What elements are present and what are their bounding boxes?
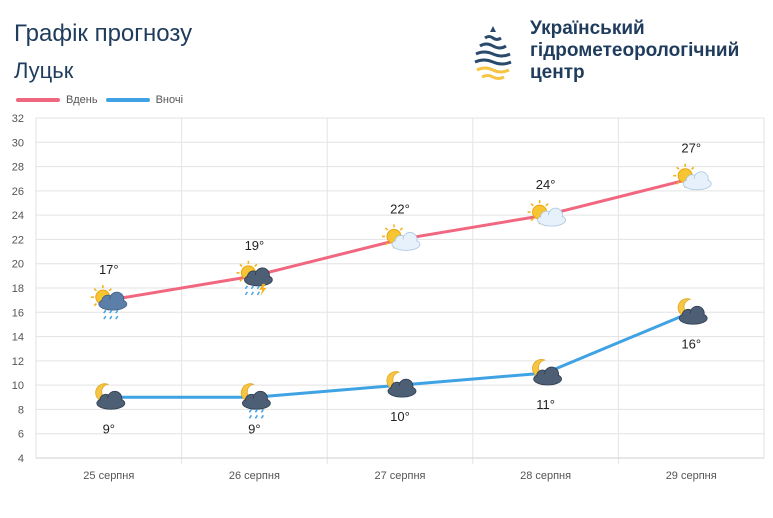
cloud-fill: [97, 398, 124, 409]
temperature-label-night: 16°: [681, 336, 701, 351]
org-name-line-2: гідрометеорологічний: [530, 40, 740, 61]
temperature-label-night: 9°: [103, 421, 115, 436]
y-tick-label: 30: [12, 137, 24, 149]
y-tick-label: 16: [12, 307, 24, 319]
cloud-fill: [389, 386, 415, 397]
cloud-fill: [680, 313, 707, 324]
y-tick-label: 28: [12, 162, 24, 174]
x-tick-label: 25 серпня: [83, 470, 134, 482]
rain-drop: [115, 315, 119, 320]
temperature-label-night: 11°: [536, 397, 555, 412]
temperature-label-night: 9°: [248, 421, 260, 436]
legend-label-day: Вдень: [66, 94, 98, 106]
rain-drop: [254, 408, 259, 413]
chart-title: Графік прогнозу: [14, 20, 193, 47]
sun-ray: [108, 288, 112, 292]
rain-drop: [260, 408, 265, 413]
rain-drop: [250, 291, 255, 296]
sun-ray: [93, 302, 98, 307]
x-tick-label: 28 серпня: [520, 470, 571, 482]
chart-legend: Вдень Вночі: [16, 94, 191, 106]
sun-ray: [399, 227, 404, 231]
sun-ray: [690, 166, 695, 170]
sun-ray: [530, 203, 534, 207]
rain-drop: [248, 414, 253, 419]
rain-drop: [103, 309, 107, 314]
y-tick-label: 24: [12, 210, 24, 222]
rain-drop: [254, 414, 259, 419]
rain-drop: [109, 309, 113, 314]
legend-label-night: Вночі: [155, 94, 184, 106]
org-name: Український гідрометеорологічний центр: [530, 18, 739, 84]
legend-swatch-night: [105, 98, 150, 102]
rain-drop: [250, 285, 255, 290]
y-tick-label: 8: [18, 404, 24, 416]
rain-drop: [248, 408, 253, 413]
rain-drop: [256, 291, 261, 296]
sun-ray: [254, 263, 258, 268]
weather-icon-day: [382, 224, 421, 251]
rain-drop: [115, 309, 119, 314]
x-tick-label: 27 серпня: [374, 470, 425, 482]
weather-icon-night: [532, 359, 562, 386]
y-tick-label: 12: [12, 356, 24, 368]
org-name-line-1: Український: [530, 18, 645, 39]
legend-item-night[interactable]: Вночі: [105, 94, 184, 106]
sun-ray: [545, 203, 549, 207]
weather-icon-day: [90, 285, 128, 320]
y-tick-label: 4: [18, 453, 24, 465]
sun-ray: [93, 288, 98, 292]
rain-drop: [244, 291, 249, 296]
weather-icon-night: [677, 298, 708, 325]
cloud-fill: [393, 239, 419, 250]
org-name-line-3: центр: [530, 62, 585, 83]
cloud-fill: [538, 215, 565, 226]
y-tick-label: 20: [12, 259, 24, 271]
rain-drop: [256, 285, 261, 290]
y-tick-label: 10: [12, 380, 24, 392]
sun-ray: [239, 278, 243, 282]
temperature-label-day: 17°: [99, 262, 119, 277]
temperature-label-day: 22°: [390, 201, 410, 216]
city-name: Луцьк: [14, 58, 74, 83]
y-tick-label: 22: [12, 234, 24, 246]
weather-icon-day: [527, 200, 566, 227]
cloud-fill: [99, 299, 126, 310]
sun-ray: [676, 166, 680, 170]
sun-ray: [530, 217, 534, 222]
temperature-label-night: 10°: [390, 409, 410, 424]
sun-ray: [239, 263, 243, 268]
hydromet-logo-icon: [474, 26, 512, 80]
y-tick-label: 18: [12, 283, 24, 295]
temperature-label-day: 27°: [681, 141, 701, 156]
rain-drop: [109, 315, 113, 320]
cloud-fill: [534, 374, 561, 384]
legend-swatch-day: [16, 98, 60, 102]
sun-ray: [676, 181, 680, 185]
lightning-bolt: [259, 283, 267, 296]
cloud-fill: [243, 398, 270, 409]
rain-drop: [103, 315, 107, 320]
y-tick-label: 6: [18, 429, 24, 441]
sun-ray: [384, 242, 389, 246]
temperature-label-day: 19°: [245, 238, 265, 253]
y-tick-label: 26: [12, 186, 24, 198]
y-tick-label: 14: [12, 332, 24, 344]
weather-icon-day: [673, 163, 712, 191]
rain-drop: [244, 285, 249, 290]
legend-item-day[interactable]: Вдень: [16, 94, 98, 106]
weather-icon-night: [95, 383, 126, 410]
cloud-fill: [684, 178, 711, 189]
temperature-label-day: 24°: [536, 177, 556, 192]
sun-ray: [384, 227, 389, 231]
weather-icon-night: [240, 383, 271, 419]
weather-icon-day: [236, 260, 273, 296]
x-tick-label: 29 серпня: [666, 470, 717, 482]
y-tick-label: 32: [12, 113, 24, 125]
x-tick-label: 26 серпня: [229, 470, 280, 482]
weather-icon-night: [386, 371, 417, 398]
rain-drop: [260, 414, 265, 419]
cloud-fill: [245, 274, 272, 285]
